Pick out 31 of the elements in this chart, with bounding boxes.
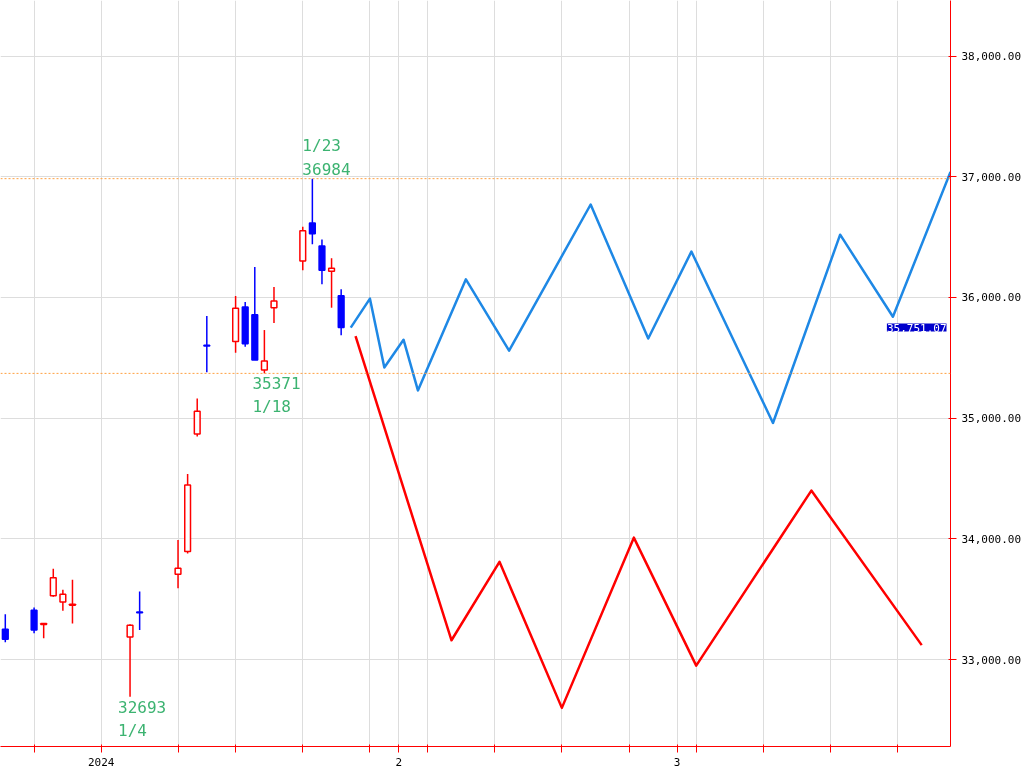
annotation: 32693 — [118, 697, 167, 717]
candlestick — [174, 539, 182, 589]
line-series — [354, 334, 923, 710]
y-tick-label: 35,000.00 — [961, 412, 1022, 426]
candlestick — [49, 568, 57, 598]
line-series — [349, 170, 951, 425]
candlestick — [30, 606, 38, 635]
candlestick — [327, 257, 336, 309]
x-tick-label: 2024 — [88, 755, 115, 768]
annotation: 1/18 — [252, 397, 291, 417]
annotation: 1/4 — [118, 720, 147, 740]
annotation: 1/23 — [302, 135, 341, 155]
y-tick-label: 38,000.00 — [961, 50, 1022, 64]
candlestick — [260, 329, 269, 375]
y-tick-label: 34,000.00 — [961, 532, 1022, 546]
candlestick — [270, 286, 278, 324]
candlestick — [308, 177, 316, 245]
candlestick — [136, 590, 144, 631]
candlestick — [193, 397, 201, 438]
y-tick-label: 36,000.00 — [961, 291, 1022, 305]
candlestick — [203, 315, 211, 374]
annotation: 35371 — [252, 374, 301, 394]
x-tick-label: 3 — [673, 755, 681, 768]
y-tick-label: 37,000.00 — [961, 170, 1022, 184]
candlestick — [126, 623, 134, 698]
annotation: 36984 — [302, 159, 351, 179]
y-tick-label: 33,000.00 — [961, 653, 1022, 667]
candlestick — [1, 613, 9, 644]
candlestick — [59, 589, 67, 612]
x-tick-label: 2 — [395, 755, 403, 768]
annotation: 35,751.07 — [886, 321, 947, 335]
